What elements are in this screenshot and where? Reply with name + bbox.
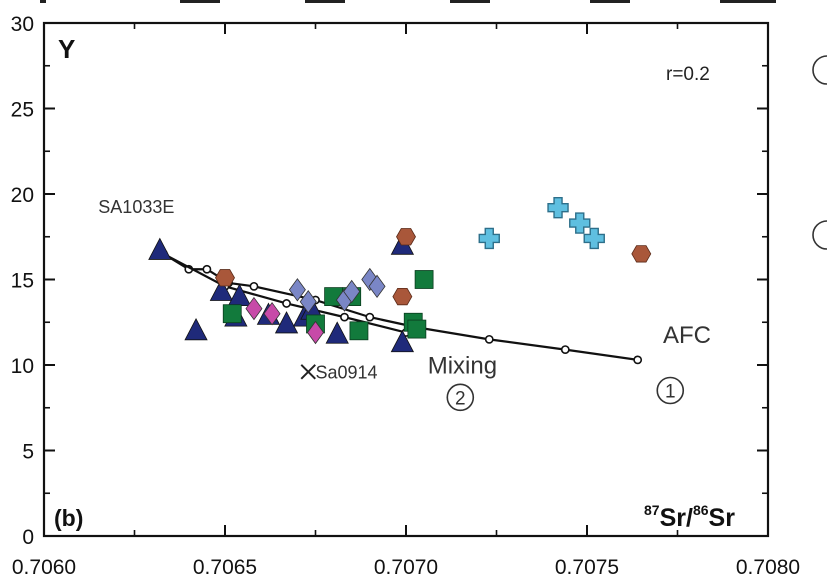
x-marker: [300, 364, 316, 380]
y-tick-label: 20: [11, 184, 34, 207]
x-title-sup1: 87: [644, 502, 660, 518]
x-title-sup2: 86: [693, 502, 709, 518]
triangle-marker: [184, 317, 208, 341]
top-axis-strip: [40, 0, 776, 3]
axis-ticks: [43, 22, 769, 537]
plot-frame: [42, 21, 770, 538]
square-marker: [349, 321, 369, 341]
diamond-marker: [245, 296, 263, 321]
data-markers: [148, 196, 652, 380]
panel-label: (b): [54, 505, 83, 531]
curve-node-afc: [249, 281, 259, 291]
hexagon-marker: [392, 287, 413, 306]
circled-number-2: 2: [455, 388, 466, 409]
y-tick-label: 30: [11, 13, 34, 36]
diamond-marker: [343, 279, 361, 304]
curve-node-afc: [560, 345, 570, 355]
x-axis-title: 87Sr/86Sr: [644, 502, 735, 532]
triangle-marker: [325, 321, 349, 344]
diamond-marker: [299, 290, 317, 314]
curve-node-afc: [365, 312, 375, 322]
cropped-circle-fragment: [812, 55, 827, 85]
annotation-afc: AFC: [663, 322, 711, 349]
square-marker: [414, 270, 434, 289]
annotation-mixing: Mixing: [428, 353, 497, 380]
x-tick-label: 0.7060: [12, 556, 76, 579]
cross-marker: [583, 227, 605, 250]
curve-node-mixing: [282, 299, 291, 308]
hexagon-marker: [215, 269, 235, 287]
curve-node-mixing: [340, 312, 349, 322]
x-tick-label: 0.7080: [736, 556, 800, 579]
y-tick-label: 25: [11, 99, 34, 122]
curve-node-afc: [484, 334, 494, 344]
hexagon-marker: [631, 245, 652, 263]
diamond-marker: [263, 302, 281, 326]
cropped-top-label: [720, 0, 776, 3]
cross-marker: [478, 227, 500, 250]
triangle-marker: [390, 329, 415, 353]
cross-marker: [547, 196, 569, 219]
y-axis-title: Y: [58, 34, 75, 64]
y-tick-label: 0: [22, 526, 34, 549]
cropped-top-label: [180, 0, 220, 3]
x-title-base2: Sr: [709, 504, 736, 532]
y-tick-label: 15: [11, 270, 34, 293]
cropped-top-label: [40, 0, 46, 3]
triangle-marker: [209, 278, 234, 301]
hexagon-marker: [396, 228, 416, 246]
x-tick-label: 0.7065: [193, 556, 257, 579]
annotation-sa0914: Sa0914: [316, 363, 378, 383]
diamond-marker: [288, 278, 306, 302]
triangle-marker: [274, 311, 299, 334]
diamond-marker: [307, 320, 324, 345]
diamond-marker: [368, 274, 386, 299]
square-marker: [222, 304, 242, 324]
cropped-top-label: [305, 0, 345, 3]
circled-number-1: 1: [665, 381, 676, 402]
circled-number-ring: [656, 376, 685, 405]
y-tick-label: 10: [11, 355, 34, 378]
annotation-sa1033e: SA1033E: [98, 197, 174, 217]
right-panel-fragments: [812, 55, 827, 250]
circled-number-ring: [446, 383, 475, 412]
square-marker: [407, 319, 427, 339]
curve-node-afc: [202, 264, 212, 274]
cross-marker: [569, 212, 591, 234]
cropped-top-label: [450, 0, 490, 3]
cropped-top-label: [590, 0, 630, 3]
annotations: SA1033E Sa0914 Mixing AFC 1 2: [98, 197, 711, 412]
triangle-marker: [148, 237, 172, 260]
curve-node-afc: [633, 355, 643, 365]
r-label: r=0.2: [666, 64, 710, 85]
x-tick-label: 0.7070: [374, 556, 438, 579]
cropped-circle-fragment: [812, 220, 827, 250]
axis-tick-labels: 0.7060 0.7065 0.7070 0.7075 0.7080 0 5 10 15 20 25…: [11, 13, 800, 579]
y-tick-label: 5: [22, 441, 34, 464]
x-tick-label: 0.7075: [555, 556, 619, 579]
x-marker-stroke: [300, 364, 316, 380]
x-title-base1: Sr/: [660, 504, 693, 532]
